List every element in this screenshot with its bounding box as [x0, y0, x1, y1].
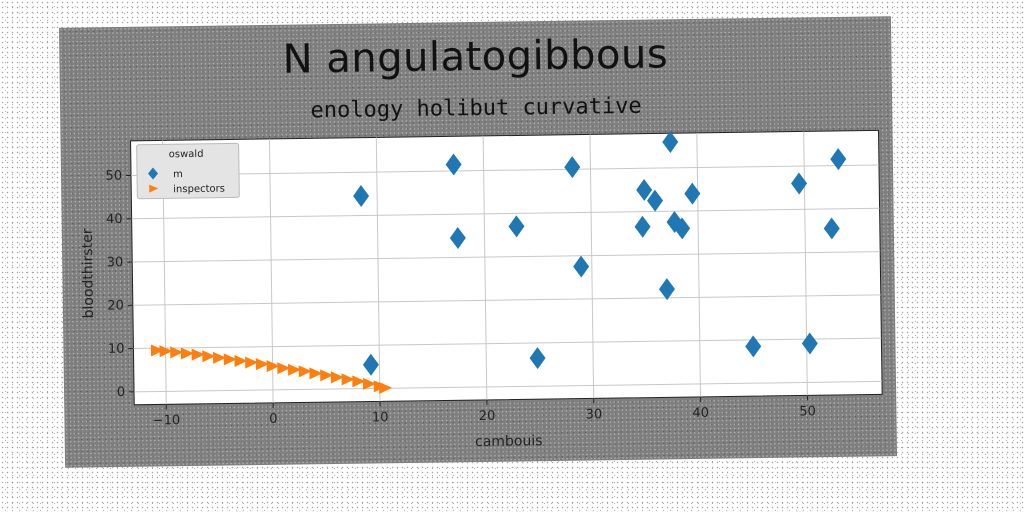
data-point-inspectors	[223, 353, 237, 366]
x-grid-line	[375, 137, 381, 402]
data-point-m	[662, 130, 679, 153]
y-ticks: 0 10 20 30 40 50	[105, 169, 135, 400]
data-point-inspectors	[277, 362, 291, 375]
x-grid-line	[589, 134, 595, 399]
data-point-inspectors	[170, 346, 184, 359]
y-tick-label: 10	[108, 342, 125, 357]
x-grid-line	[696, 132, 702, 397]
y-axis-label: bloodthirster	[80, 228, 97, 318]
y-grid-line	[131, 164, 879, 176]
data-point-inspectors	[379, 381, 393, 394]
data-point-m	[353, 185, 370, 208]
y-grid-line	[133, 337, 882, 350]
data-point-inspectors	[245, 356, 259, 369]
y-tick-label: 20	[107, 298, 124, 313]
grid-lines	[131, 131, 882, 405]
x-grid-line	[803, 131, 808, 396]
data-point-m	[636, 178, 653, 201]
data-point-inspectors	[212, 351, 227, 364]
x-tick-label: 40	[692, 406, 709, 421]
data-point-inspectors	[330, 371, 344, 384]
data-point-inspectors	[191, 348, 205, 361]
data-point-m	[658, 278, 675, 301]
data-point-m	[647, 189, 664, 212]
data-point-inspectors	[287, 363, 302, 376]
data-point-m	[445, 153, 462, 176]
x-axis-label: cambouis	[475, 433, 543, 450]
plot-area	[130, 129, 883, 406]
data-point-m	[564, 156, 581, 179]
data-point-inspectors	[234, 354, 248, 367]
x-tick-label: 30	[586, 407, 603, 422]
data-marks	[150, 130, 847, 394]
data-point-inspectors	[309, 367, 323, 380]
data-point-inspectors	[362, 377, 377, 390]
y-grid-line	[132, 294, 881, 306]
x-tick-label: 50	[799, 404, 816, 419]
data-point-m	[745, 335, 762, 358]
legend-label-m: m	[173, 169, 183, 180]
legend-marker-inspectors	[149, 184, 159, 193]
data-point-inspectors	[352, 375, 366, 388]
y-grid-line	[132, 251, 881, 263]
x-grid-line	[482, 135, 488, 400]
x-tick-label: 10	[372, 410, 389, 425]
x-grid-line	[268, 138, 274, 403]
scatter-plot: −10 0 10 20 30 40 50 0 10 20 30 40 50 cambouis bloo…	[80, 129, 883, 450]
data-point-inspectors	[159, 345, 173, 358]
data-point-inspectors	[320, 369, 334, 382]
data-point-inspectors	[202, 350, 216, 363]
data-point-m	[573, 255, 590, 278]
data-point-m	[634, 215, 651, 238]
y-grid-line	[131, 207, 880, 220]
data-point-inspectors	[255, 358, 269, 371]
x-ticks: −10 0 10 20 30 40 50	[153, 395, 816, 429]
legend-marker-m	[148, 167, 159, 180]
data-point-m	[830, 148, 847, 171]
legend-box	[136, 142, 240, 200]
data-point-m	[529, 347, 546, 370]
y-tick-label: 40	[106, 212, 123, 227]
figure-panel: N angulatogibbous enology holibut curvat…	[58, 16, 898, 468]
data-point-inspectors	[180, 347, 194, 360]
legend: oswald m inspectors	[136, 142, 240, 200]
x-tick-label: 0	[269, 412, 277, 427]
data-point-m	[674, 217, 691, 240]
x-tick-label: 20	[479, 409, 496, 424]
data-point-m	[449, 226, 466, 249]
data-point-m	[791, 172, 808, 195]
data-point-inspectors	[150, 344, 164, 357]
data-point-m	[362, 353, 379, 376]
legend-title: oswald	[169, 149, 204, 160]
y-tick-label: 0	[117, 385, 125, 400]
data-point-inspectors	[341, 373, 355, 386]
data-point-m	[684, 182, 701, 205]
data-point-m	[508, 215, 525, 238]
y-grid-line	[134, 380, 882, 393]
data-point-inspectors	[298, 365, 312, 378]
data-point-m	[823, 217, 840, 240]
legend-label-inspectors: inspectors	[173, 184, 225, 196]
data-point-m	[801, 332, 818, 355]
y-tick-label: 50	[105, 169, 122, 184]
x-tick-label: −10	[153, 413, 181, 428]
data-point-inspectors	[266, 360, 280, 373]
y-tick-label: 30	[107, 255, 124, 270]
